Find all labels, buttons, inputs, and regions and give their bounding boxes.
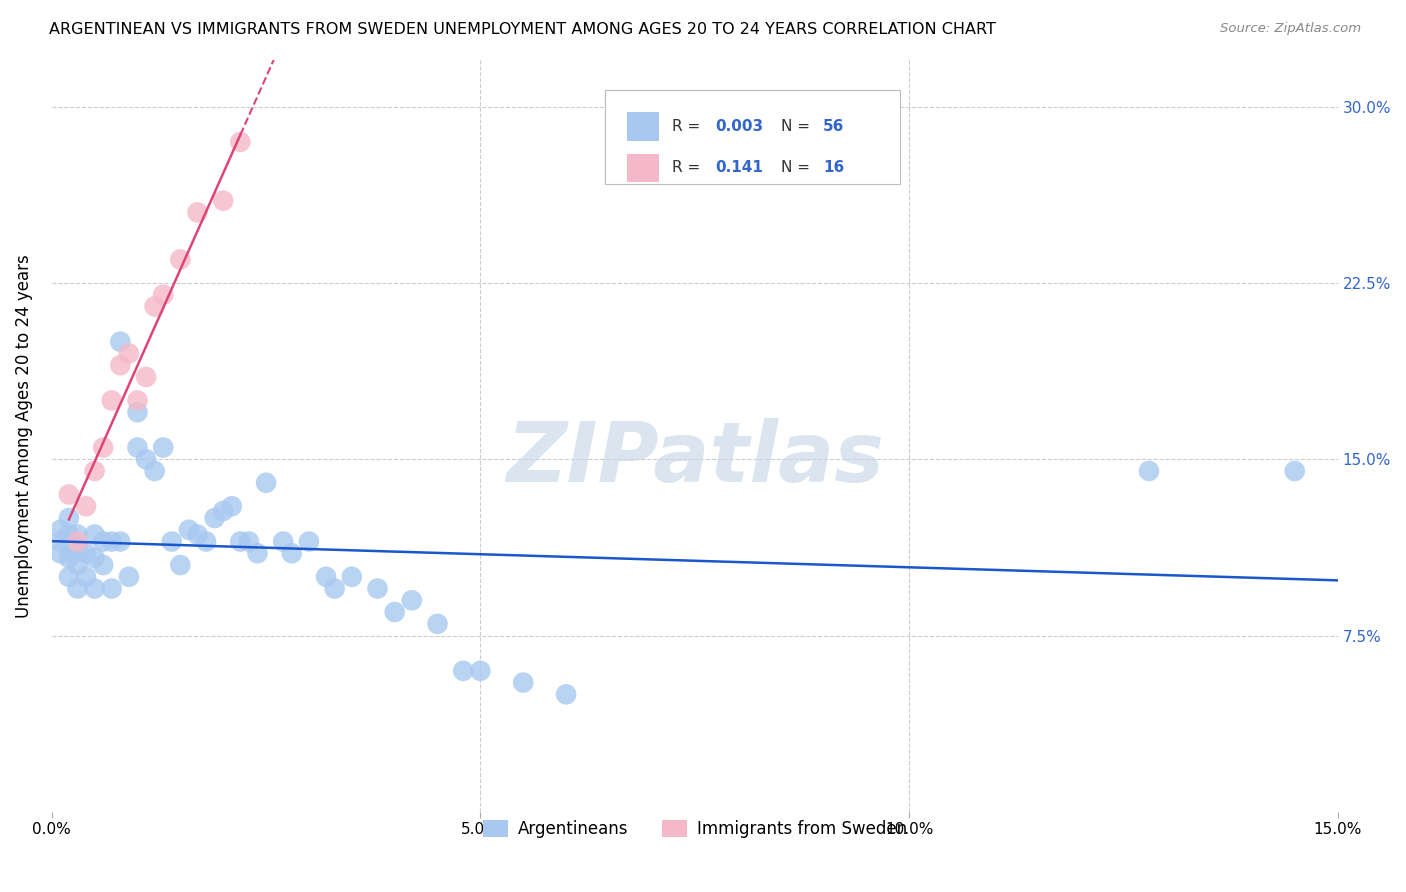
Point [186,527,208,541]
Point [66,558,89,572]
Point [49,523,72,537]
Point [91,558,114,572]
Point [58,570,80,584]
Point [340,570,363,584]
Point [127,405,149,419]
Point [160,534,183,549]
Point [254,475,277,490]
Point [298,534,321,549]
Point [49,546,72,560]
Point [204,511,226,525]
Point [91,534,114,549]
Y-axis label: Unemployment Among Ages 20 to 24 years: Unemployment Among Ages 20 to 24 years [15,254,32,617]
Point [401,593,423,607]
Point [66,582,89,596]
Point [195,534,218,549]
Point [152,287,174,301]
Point [91,441,114,455]
Text: ZIPatlas: ZIPatlas [506,417,883,499]
Text: N =: N = [780,119,814,134]
Point [1284,464,1306,478]
Point [110,358,132,372]
Bar [627,153,658,182]
Point [110,334,132,349]
Point [512,675,534,690]
Text: 16: 16 [824,161,845,176]
Point [555,687,578,701]
Point [229,534,252,549]
Point [221,500,243,514]
Point [212,504,235,518]
Point [100,534,122,549]
Point [246,546,269,560]
Point [58,511,80,525]
Point [152,441,174,455]
Point [58,487,80,501]
Point [100,582,122,596]
Point [83,464,105,478]
Text: Source: ZipAtlas.com: Source: ZipAtlas.com [1220,22,1361,36]
Legend: Argentineans, Immigrants from Sweden: Argentineans, Immigrants from Sweden [477,814,914,845]
Point [75,500,97,514]
Point [127,441,149,455]
Text: ARGENTINEAN VS IMMIGRANTS FROM SWEDEN UNEMPLOYMENT AMONG AGES 20 TO 24 YEARS COR: ARGENTINEAN VS IMMIGRANTS FROM SWEDEN UN… [49,22,995,37]
Point [83,551,105,566]
Point [186,205,208,219]
Point [169,558,191,572]
Point [66,541,89,556]
Point [315,570,337,584]
Point [271,534,294,549]
Point [135,370,157,384]
Text: 0.003: 0.003 [716,119,763,134]
Point [366,582,388,596]
Point [58,527,80,541]
Point [470,664,492,678]
Point [49,534,72,549]
Text: 56: 56 [824,119,845,134]
Point [127,393,149,408]
Point [143,300,166,314]
Point [384,605,406,619]
Text: 0.141: 0.141 [716,161,763,176]
Point [143,464,166,478]
Point [118,346,141,360]
Point [135,452,157,467]
Point [58,551,80,566]
Text: N =: N = [780,161,814,176]
Point [281,546,304,560]
Point [238,534,260,549]
Point [83,582,105,596]
Point [100,393,122,408]
Point [66,527,89,541]
Point [75,546,97,560]
Text: R =: R = [672,119,704,134]
Point [110,534,132,549]
Point [169,252,191,267]
Point [323,582,346,596]
FancyBboxPatch shape [605,90,900,184]
Point [177,523,200,537]
Point [83,527,105,541]
Point [75,570,97,584]
Text: R =: R = [672,161,710,176]
Point [229,135,252,149]
Point [1137,464,1160,478]
Bar [627,112,658,141]
Point [426,616,449,631]
Point [66,534,89,549]
Point [212,194,235,208]
Point [118,570,141,584]
Point [451,664,474,678]
